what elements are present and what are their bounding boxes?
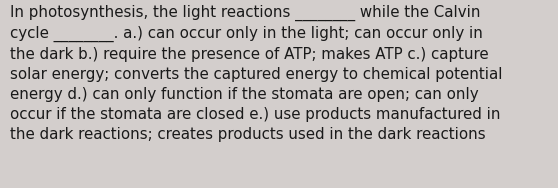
- Text: In photosynthesis, the light reactions ________ while the Calvin
cycle ________.: In photosynthesis, the light reactions _…: [10, 5, 503, 142]
